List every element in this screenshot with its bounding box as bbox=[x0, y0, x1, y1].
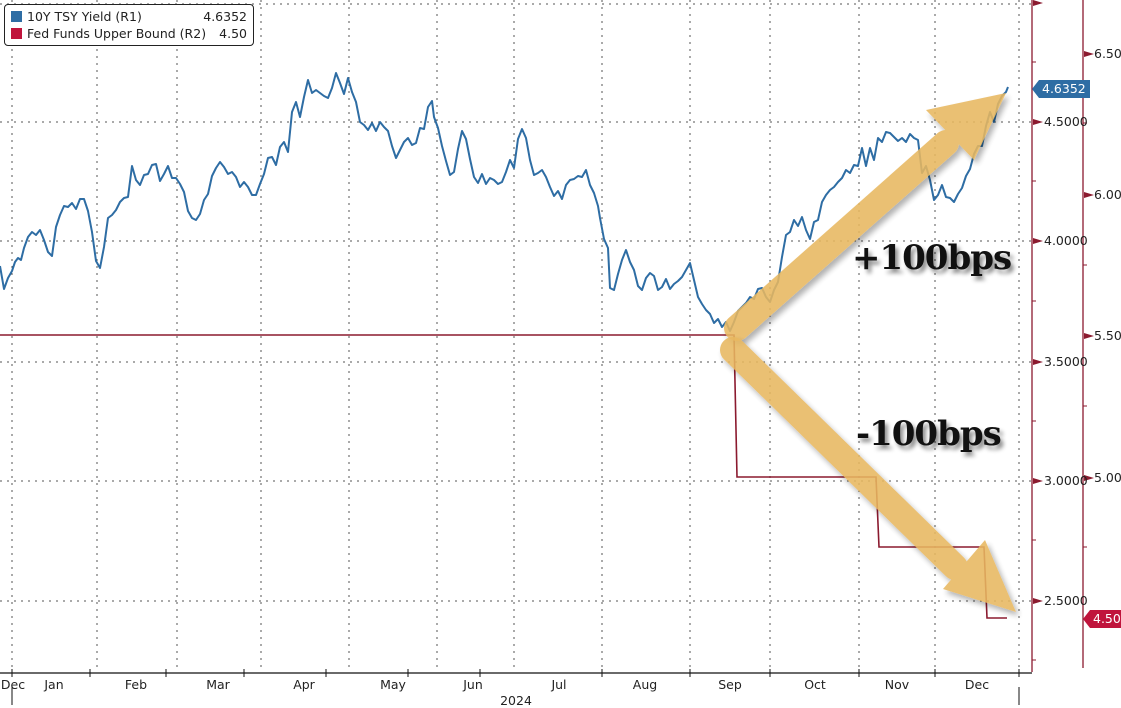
r1-tick-label: 4.0000 bbox=[1044, 233, 1088, 248]
x-month-label: Oct bbox=[804, 677, 826, 692]
x-month-label: Nov bbox=[884, 677, 910, 692]
legend-value: 4.6352 bbox=[203, 9, 247, 24]
r2-minor-ticks bbox=[1083, 122, 1087, 548]
r1-tick-label: 3.5000 bbox=[1044, 354, 1088, 369]
gridlines bbox=[0, 0, 1032, 672]
tsy-yield-last-value-badge: 4.6352 bbox=[1032, 80, 1090, 98]
x-axis-ticks bbox=[11, 669, 1020, 705]
r2-tick-label: 6.50 bbox=[1094, 46, 1121, 61]
r1-tick-label: 3.0000 bbox=[1044, 473, 1088, 488]
up-100bps-annotation: +100bps bbox=[852, 238, 1012, 278]
r1-tick-label: 2.5000 bbox=[1044, 593, 1088, 608]
x-month-label: Feb bbox=[124, 677, 148, 692]
legend-item-tsy-yield: 10Y TSY Yield (R1) 4.6352 bbox=[11, 8, 247, 25]
legend-label: Fed Funds Upper Bound (R2) bbox=[27, 26, 207, 41]
tsy-yield-swatch-icon bbox=[11, 11, 22, 22]
fed-funds-last-value-badge: 4.50 bbox=[1083, 610, 1121, 628]
x-month-label: May bbox=[380, 677, 406, 692]
x-month-label: Dec bbox=[0, 677, 26, 692]
legend-label: 10Y TSY Yield (R1) bbox=[27, 9, 142, 24]
r1-minor-ticks bbox=[1032, 61, 1036, 661]
x-month-label: Dec bbox=[964, 677, 990, 692]
legend-value: 4.50 bbox=[219, 26, 247, 41]
legend-item-fed-funds: Fed Funds Upper Bound (R2) 4.50 bbox=[11, 25, 247, 42]
down-arrow-annotation bbox=[720, 337, 1016, 612]
r2-tick-label: 6.00 bbox=[1094, 187, 1121, 202]
x-month-label: Jun bbox=[463, 677, 483, 692]
r1-tick-markers bbox=[1033, 0, 1043, 604]
fed-funds-swatch-icon bbox=[11, 28, 22, 39]
x-month-label: Apr bbox=[293, 677, 315, 692]
x-month-label: Aug bbox=[632, 677, 658, 692]
r2-tick-label: 5.00 bbox=[1094, 470, 1121, 485]
tsy-yield-line bbox=[0, 72, 1009, 332]
x-month-label: Jul bbox=[551, 677, 567, 692]
r2-tick-label: 5.50 bbox=[1094, 328, 1121, 343]
x-month-label: Mar bbox=[206, 677, 230, 692]
r1-tick-label: 4.5000 bbox=[1044, 114, 1088, 129]
chart-legend: 10Y TSY Yield (R1) 4.6352 Fed Funds Uppe… bbox=[4, 4, 254, 46]
up-arrow-annotation bbox=[724, 93, 1006, 341]
x-month-label: Sep bbox=[718, 677, 742, 692]
r2-tick-markers bbox=[1084, 51, 1094, 481]
down-100bps-annotation: -100bps bbox=[856, 414, 1002, 454]
x-year-label: 2024 bbox=[500, 693, 532, 708]
x-month-label: Jan bbox=[44, 677, 64, 692]
